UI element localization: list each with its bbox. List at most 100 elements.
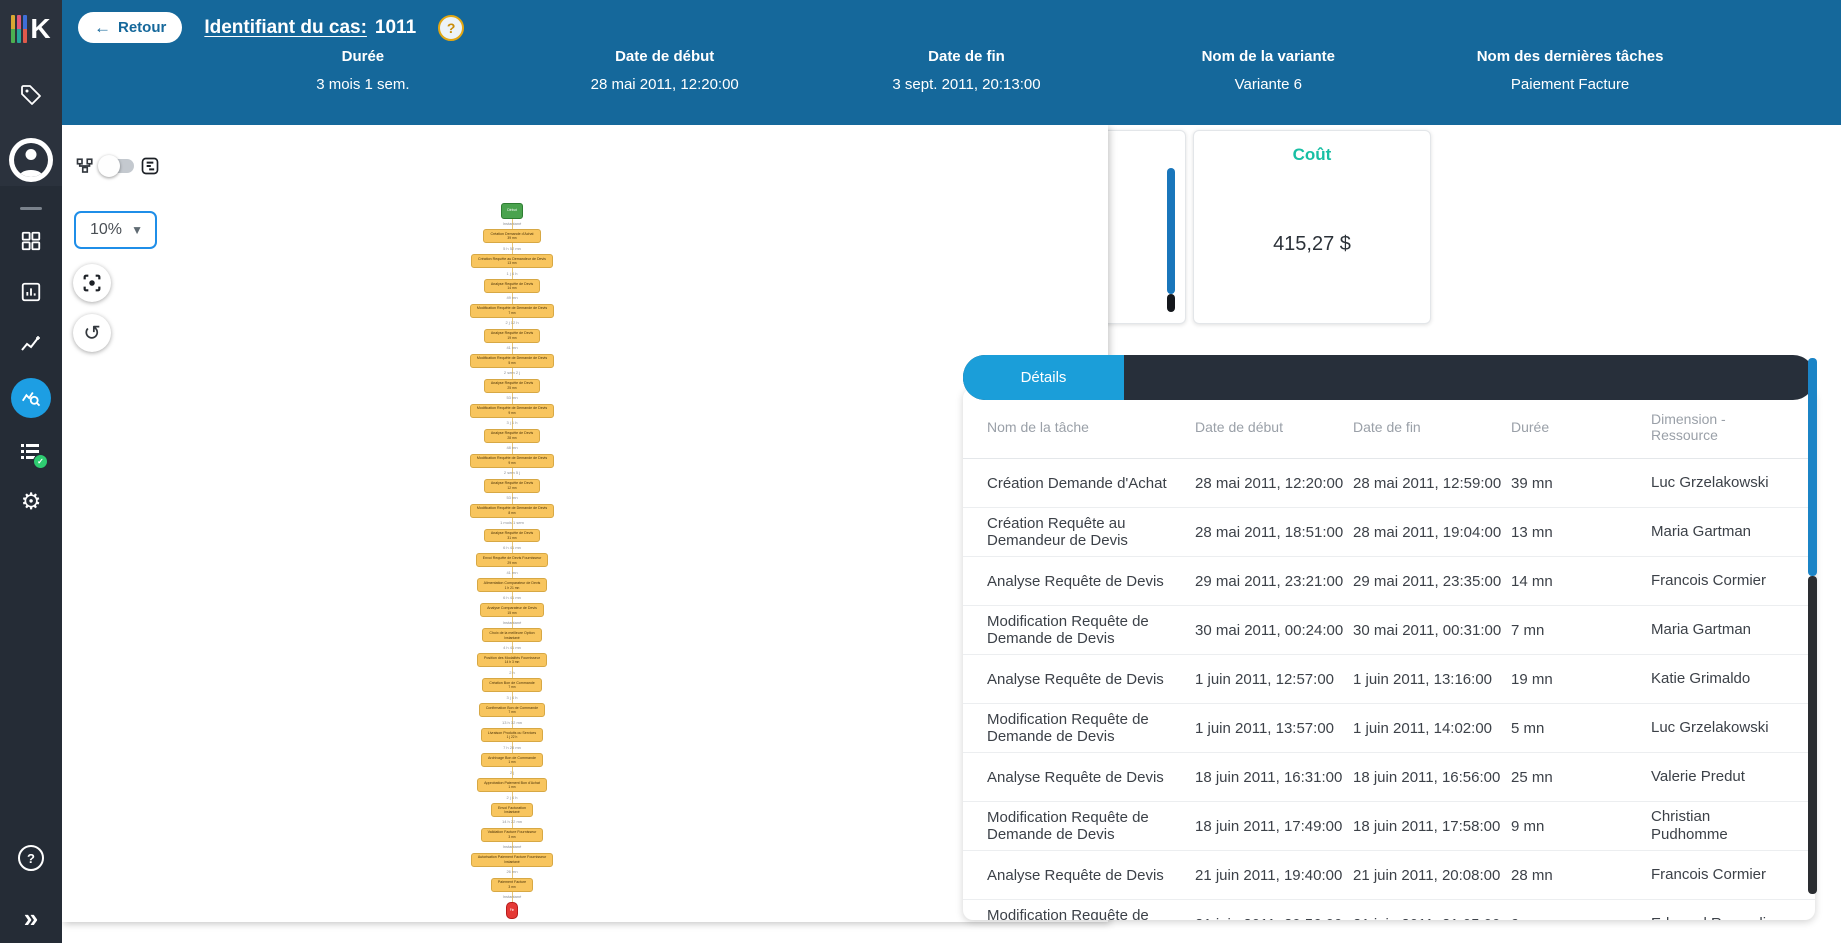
graph-task-node[interactable]: Modification Requête de Demande de Devis… <box>469 353 555 368</box>
dashboard-icon[interactable] <box>0 230 62 252</box>
graph-edge-label: 6 h 41 mn <box>503 594 521 600</box>
graph-end-node[interactable]: Fin <box>505 902 519 919</box>
graph-task-node[interactable]: Création Requête au Demandeur de Devis 1… <box>471 254 553 268</box>
table-row[interactable]: Modification Requête de Demande de Devis… <box>963 606 1815 655</box>
table-row[interactable]: Analyse Requête de Devis 1 juin 2011, 12… <box>963 655 1815 704</box>
graph-task-node[interactable]: Confirmation Bon de Commande 7 mn <box>478 703 546 718</box>
graph-task-name: Autorisation Paiement Facture Fournisseu… <box>477 855 547 860</box>
details-table-scrollbar-track[interactable] <box>1808 576 1817 894</box>
page-title: Identifiant du cas: 1011 <box>204 17 416 39</box>
graph-task-node[interactable]: Création Demande d'Achat 39 mn <box>483 229 541 244</box>
gear-icon[interactable]: ⚙ <box>20 489 42 515</box>
stat-value: 28 mai 2011, 12:20:00 <box>590 76 739 93</box>
user-avatar[interactable] <box>0 138 62 182</box>
back-button[interactable]: ← Retour <box>78 12 183 43</box>
col-end-date: Date de fin <box>1353 419 1421 435</box>
process-graph[interactable]: Début Instantané Création Demande d'Acha… <box>402 203 622 919</box>
graph-task-name: Création Requête au Demandeur de Devis <box>478 256 546 261</box>
process-explorer-icon-active[interactable] <box>0 378 62 418</box>
cell-resource: Edmond Revandier <box>1651 915 1787 920</box>
details-table-scrollbar-thumb[interactable] <box>1808 358 1817 576</box>
graph-task-duration: 25 mn <box>507 385 517 390</box>
center-focus-button[interactable] <box>73 264 111 302</box>
graph-task-node[interactable]: Modification Requête de Demande de Devis… <box>469 303 555 318</box>
graph-edge-label: Instantané <box>502 894 522 900</box>
cell-resource: Maria Gartman <box>1651 621 1752 638</box>
graph-task-node[interactable]: Analyse Requête de Devis 19 mn <box>483 328 541 343</box>
header-stats: Durée 3 mois 1 sem. Date de début 28 mai… <box>212 48 1721 93</box>
help-icon[interactable]: ? <box>0 845 62 871</box>
graph-edge-label: 1 j 4 h <box>506 270 518 276</box>
table-row[interactable]: Analyse Requête de Devis 18 juin 2011, 1… <box>963 753 1815 802</box>
chart-box-icon[interactable] <box>0 281 62 303</box>
case-id: 1011 <box>374 16 417 38</box>
graph-task-node[interactable]: Autorisation Paiement Facture Fournisseu… <box>470 852 554 867</box>
graph-task-node[interactable]: Validation Facture Fournisseur 3 mn <box>480 827 544 842</box>
cell-duration: 9 mn <box>1511 916 1651 921</box>
back-button-label: Retour <box>118 19 167 36</box>
graph-task-name: Modification Requête de Demande de Devis <box>476 306 548 311</box>
graph-task-name: Confirmation Bon de Commande <box>485 705 539 710</box>
graph-edge-label: 2 j <box>509 769 515 775</box>
graph-task-node[interactable]: Modification Requête de Demande de Devis… <box>469 503 555 518</box>
table-row[interactable]: Modification Requête de Demande de Devis… <box>963 704 1815 753</box>
graph-task-node[interactable]: Modification Requête de Demande de Devis… <box>469 403 555 418</box>
cell-end-date: 28 mai 2011, 12:59:00 <box>1353 474 1502 492</box>
graph-task-node[interactable]: Envoi Requête de Devis Fournisseur 29 mn <box>475 553 549 568</box>
cell-duration: 25 mn <box>1511 768 1553 786</box>
graph-task-node[interactable]: Paiement Facture 3 mn <box>490 877 534 892</box>
cell-resource: Francois Cormier <box>1651 572 1767 589</box>
graph-edge-label: 48 mn <box>506 445 518 451</box>
graph-task-node[interactable]: Modification Requête de Demande de Devis… <box>469 453 555 468</box>
collapse-chevrons-icon[interactable]: » <box>23 903 39 933</box>
graph-task-node[interactable]: Envoi Facturation Instantané <box>491 803 533 817</box>
graph-edge-label: 5 h 52 mn <box>503 245 521 251</box>
graph-task-node[interactable]: Archivage Bon de Commande 1 mn <box>481 753 543 768</box>
graph-task-name: Analyse Requête de Devis <box>490 531 534 536</box>
graph-task-node[interactable]: Choix de la meilleure Option Instantané <box>482 628 542 643</box>
graph-edge-label: 53 mn <box>506 495 518 501</box>
cell-start-date: 1 juin 2011, 12:57:00 <box>1195 670 1335 688</box>
graph-task-node[interactable]: Analyse Comparateur de Devis 15 mn <box>480 603 544 618</box>
graph-task-node[interactable]: Analyse Requête de Devis 31 mn <box>483 528 541 543</box>
process-canvas[interactable]: 10% ▼ ↺ Début Instantané Création Demand… <box>62 125 1108 922</box>
gantt-icon <box>141 157 159 175</box>
details-tab-bar: Détails <box>963 355 1815 400</box>
graph-task-node[interactable]: Création Bon de Commande 7 mn <box>482 678 542 693</box>
graph-task-duration: 3 mn <box>508 885 516 890</box>
table-row[interactable]: Analyse Requête de Devis 21 juin 2011, 1… <box>963 851 1815 900</box>
graph-task-node[interactable]: Analyse Requête de Devis 25 mn <box>483 378 541 393</box>
reset-rotate-button[interactable]: ↺ <box>73 314 111 352</box>
graph-task-duration: 15 mn <box>507 610 517 615</box>
stat-value: Paiement Facture <box>1510 76 1630 93</box>
table-row[interactable]: Modification Requête de Demande de Devis… <box>963 802 1815 851</box>
graph-task-node[interactable]: Alimentation Comparateur de Devis 1 h 21… <box>476 578 548 593</box>
view-toggle-switch[interactable] <box>98 155 134 177</box>
graph-task-node[interactable]: Analyse Requête de Devis 28 mn <box>483 428 541 443</box>
graph-task-node[interactable]: Analyse Requête de Devis 14 mn <box>483 279 541 293</box>
table-row[interactable]: Analyse Requête de Devis 29 mai 2011, 23… <box>963 557 1815 606</box>
graph-task-node[interactable]: Position des Modalités Fournisseur 14 h … <box>477 653 547 668</box>
cell-end-date: 30 mai 2011, 00:31:00 <box>1353 621 1502 639</box>
trend-icon[interactable] <box>0 333 62 357</box>
tab-details[interactable]: Détails <box>963 355 1124 400</box>
table-row[interactable]: Création Demande d'Achat 28 mai 2011, 12… <box>963 459 1815 508</box>
cell-resource: Francois Cormier <box>1651 866 1767 883</box>
graph-task-node[interactable]: Approbation Paiement Bon d'Achat 1 mn <box>477 778 547 793</box>
graph-task-duration: Instantané <box>504 860 520 865</box>
tag-icon[interactable] <box>0 83 62 107</box>
graph-task-node[interactable]: Analyse Requête de Devis 12 mn <box>483 478 541 493</box>
brand-logo[interactable]: K <box>0 8 62 50</box>
table-row[interactable]: Modification Requête de Demande de Devis… <box>963 900 1815 920</box>
details-table-header: Nom de la tâche Date de début Date de fi… <box>963 396 1815 459</box>
graph-task-node[interactable]: Livraison Produits ou Services 1 j 22 h <box>480 728 544 743</box>
help-circle-icon[interactable]: ? <box>438 14 465 41</box>
graph-edge-label: 41 mn <box>506 345 518 351</box>
table-row[interactable]: Création Requête au Demandeur de Devis 2… <box>963 508 1815 557</box>
graph-start-node[interactable]: Début <box>501 203 523 219</box>
cell-task-name: Modification Requête de Demande de Devis <box>987 809 1149 843</box>
zoom-select[interactable]: 10% ▼ <box>74 211 157 249</box>
task-list-check-icon[interactable]: ✓ <box>0 440 62 469</box>
role-list-scrollbar[interactable] <box>1167 168 1175 294</box>
